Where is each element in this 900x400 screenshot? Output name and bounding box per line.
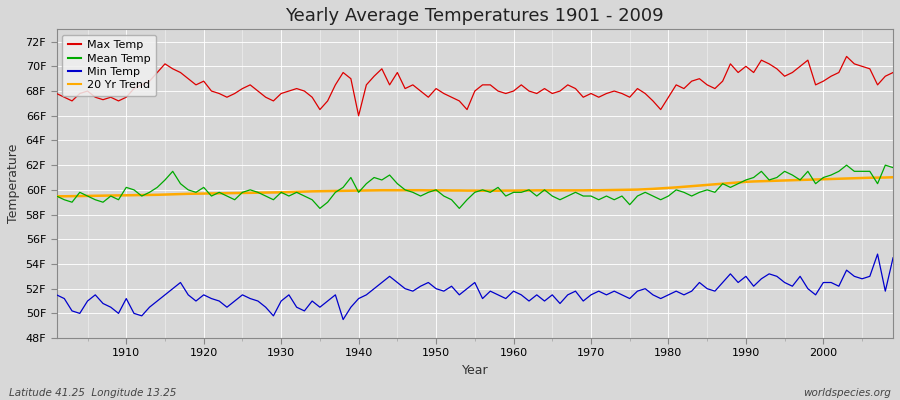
Title: Yearly Average Temperatures 1901 - 2009: Yearly Average Temperatures 1901 - 2009	[285, 7, 664, 25]
Y-axis label: Temperature: Temperature	[7, 144, 20, 223]
Text: worldspecies.org: worldspecies.org	[803, 388, 891, 398]
Text: Latitude 41.25  Longitude 13.25: Latitude 41.25 Longitude 13.25	[9, 388, 176, 398]
Legend: Max Temp, Mean Temp, Min Temp, 20 Yr Trend: Max Temp, Mean Temp, Min Temp, 20 Yr Tre…	[62, 35, 156, 96]
X-axis label: Year: Year	[462, 364, 488, 377]
